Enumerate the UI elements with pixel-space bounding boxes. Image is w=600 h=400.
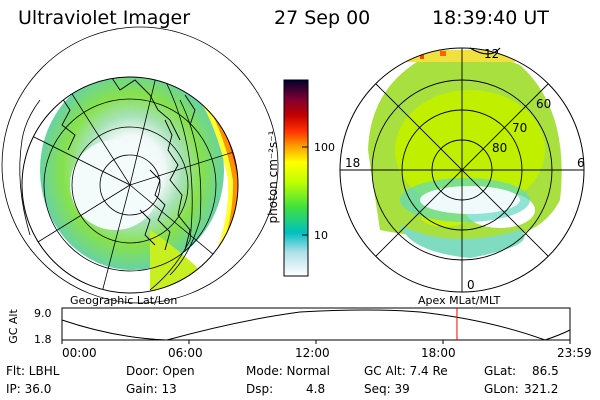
info-dsp: Dsp:	[246, 382, 274, 396]
colorbar-tick-10: 10	[314, 229, 328, 242]
altitude-ytick-low: 1.8	[34, 333, 52, 346]
mlt-label-midnight: 0	[467, 278, 475, 292]
info-flt: Flt: LBHL	[6, 364, 60, 378]
altitude-xtick-0000: 00:00	[62, 346, 97, 360]
info-glon: GLon:	[484, 382, 519, 396]
mlt-label-dusk: 18	[345, 156, 361, 170]
mlat-label-60: 60	[536, 97, 552, 111]
info-glon-value: 321.2	[524, 382, 559, 396]
colorbar-tick-100: 100	[314, 141, 335, 154]
altitude-ytick-high: 9.0	[34, 307, 52, 320]
mlt-label-noon: 12	[484, 47, 500, 61]
colorbar	[283, 79, 309, 277]
magnetic-grid	[340, 48, 584, 292]
altitude-xtick-1200: 12:00	[295, 346, 330, 360]
mlat-label-70: 70	[512, 121, 528, 135]
right-map-label: Apex MLat/MLT	[418, 294, 501, 307]
info-mode: Mode: Normal	[246, 364, 330, 378]
altitude-xtick-2359: 23:59	[557, 346, 592, 360]
info-ip: IP: 36.0	[6, 382, 52, 396]
time-label: 18:39:40 UT	[432, 7, 549, 29]
date-label: 27 Sep 00	[274, 7, 371, 29]
altitude-xtick-0600: 06:00	[168, 346, 203, 360]
info-seq: Seq: 39	[364, 382, 410, 396]
info-gain: Gain: 13	[126, 382, 177, 396]
info-gc-alt: GC Alt: 7.4 Re	[364, 364, 448, 378]
left-map-label: Geographic Lat/Lon	[70, 294, 178, 307]
mlat-label-80: 80	[492, 141, 508, 155]
info-glat: GLat:	[484, 364, 517, 378]
info-dsp-value: 4.8	[306, 382, 326, 396]
mlt-label-dawn: 6	[577, 156, 585, 170]
info-glat-value: 86.5	[532, 364, 559, 378]
coastlines	[39, 77, 196, 251]
instrument-title: Ultraviolet Imager	[18, 7, 191, 29]
info-door: Door: Open	[126, 364, 195, 378]
altitude-xtick-1800: 18:00	[421, 346, 456, 360]
altitude-plot	[61, 307, 571, 344]
colorbar-unit-label: photon cm⁻²s⁻¹	[266, 130, 280, 224]
